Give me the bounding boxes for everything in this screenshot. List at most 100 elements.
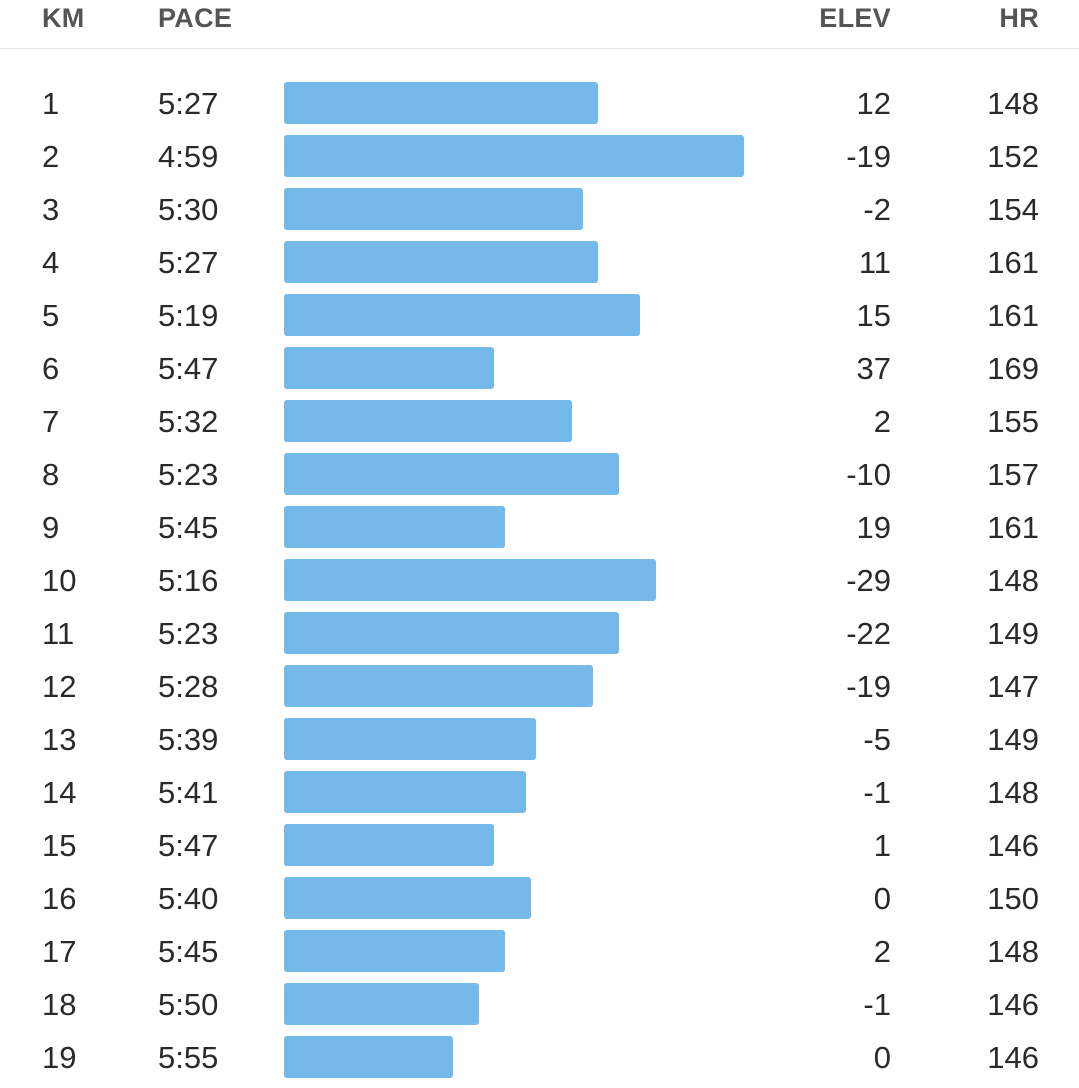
- header-km: KM: [42, 3, 85, 33]
- split-pace: 5:47: [158, 828, 219, 863]
- split-pace: 5:45: [158, 934, 219, 969]
- split-km: 1: [42, 86, 60, 121]
- pace-bar: [284, 1036, 453, 1078]
- pace-bar: [284, 771, 526, 813]
- splits-list: 1 5:27 12 148 2 4:59 -19 152 3 5:30 -2 154 4 5:27 11 16…: [0, 76, 1079, 1083]
- split-pace: 5:39: [158, 722, 219, 757]
- split-row: 19 5:55 0 146: [0, 1030, 1079, 1083]
- split-row: 14 5:41 -1 148: [0, 765, 1079, 818]
- split-pace: 5:19: [158, 298, 219, 333]
- split-km: 16: [42, 881, 77, 916]
- split-row: 8 5:23 -10 157: [0, 447, 1079, 500]
- split-row: 15 5:47 1 146: [0, 818, 1079, 871]
- split-pace: 5:16: [158, 563, 219, 598]
- split-km: 12: [42, 669, 77, 704]
- split-heart-rate: 146: [987, 1040, 1039, 1075]
- split-heart-rate: 148: [987, 775, 1039, 810]
- pace-bar: [284, 612, 620, 654]
- split-heart-rate: 161: [987, 510, 1039, 545]
- split-row: 5 5:19 15 161: [0, 288, 1079, 341]
- split-row: 2 4:59 -19 152: [0, 129, 1079, 182]
- pace-bar: [284, 347, 495, 389]
- split-km: 15: [42, 828, 77, 863]
- split-row: 6 5:47 37 169: [0, 341, 1079, 394]
- split-km: 9: [42, 510, 60, 545]
- header-pace: PACE: [158, 3, 233, 33]
- pace-bar: [284, 400, 573, 442]
- split-row: 17 5:45 2 148: [0, 924, 1079, 977]
- split-pace: 5:45: [158, 510, 219, 545]
- pace-bar: [284, 294, 640, 336]
- split-row: 4 5:27 11 161: [0, 235, 1079, 288]
- pace-bar: [284, 559, 656, 601]
- split-km: 10: [42, 563, 77, 598]
- split-elevation: 11: [858, 245, 891, 280]
- split-elevation: -19: [846, 139, 891, 174]
- split-row: 1 5:27 12 148: [0, 76, 1079, 129]
- split-elevation: -5: [863, 722, 891, 757]
- split-km: 6: [42, 351, 60, 386]
- split-row: 9 5:45 19 161: [0, 500, 1079, 553]
- split-km: 7: [42, 404, 60, 439]
- split-elevation: -19: [846, 669, 891, 704]
- split-heart-rate: 157: [987, 457, 1039, 492]
- split-elevation: 0: [873, 881, 891, 916]
- split-heart-rate: 149: [987, 722, 1039, 757]
- split-pace: 5:41: [158, 775, 219, 810]
- split-elevation: -29: [846, 563, 891, 598]
- split-heart-rate: 154: [987, 192, 1039, 227]
- split-heart-rate: 161: [987, 245, 1039, 280]
- split-km: 17: [42, 934, 77, 969]
- split-pace: 5:23: [158, 616, 219, 651]
- split-km: 13: [42, 722, 77, 757]
- pace-bar: [284, 188, 583, 230]
- split-row: 7 5:32 2 155: [0, 394, 1079, 447]
- split-row: 10 5:16 -29 148: [0, 553, 1079, 606]
- pace-bar: [284, 665, 594, 707]
- split-km: 11: [42, 616, 75, 651]
- split-elevation: -1: [863, 775, 891, 810]
- split-pace: 5:27: [158, 86, 219, 121]
- split-pace: 5:50: [158, 987, 219, 1022]
- split-heart-rate: 148: [987, 86, 1039, 121]
- split-heart-rate: 149: [987, 616, 1039, 651]
- split-pace: 5:30: [158, 192, 219, 227]
- split-heart-rate: 152: [987, 139, 1039, 174]
- split-row: 3 5:30 -2 154: [0, 182, 1079, 235]
- split-heart-rate: 150: [987, 881, 1039, 916]
- split-pace: 5:55: [158, 1040, 219, 1075]
- split-pace: 5:47: [158, 351, 219, 386]
- pace-bar: [284, 135, 744, 177]
- pace-bar: [284, 930, 505, 972]
- split-pace: 4:59: [158, 139, 219, 174]
- split-elevation: -1: [863, 987, 891, 1022]
- split-elevation: 2: [873, 404, 891, 439]
- split-heart-rate: 161: [987, 298, 1039, 333]
- split-elevation: -10: [846, 457, 891, 492]
- header-heart-rate: HR: [999, 3, 1039, 33]
- split-row: 13 5:39 -5 149: [0, 712, 1079, 765]
- pace-bar: [284, 82, 599, 124]
- split-heart-rate: 148: [987, 563, 1039, 598]
- split-elevation: -22: [846, 616, 891, 651]
- split-elevation: 2: [873, 934, 891, 969]
- pace-bar: [284, 453, 620, 495]
- split-elevation: 19: [856, 510, 891, 545]
- split-km: 2: [42, 139, 60, 174]
- split-km: 14: [42, 775, 77, 810]
- split-elevation: 0: [873, 1040, 891, 1075]
- pace-bar: [284, 506, 505, 548]
- split-elevation: 37: [856, 351, 891, 386]
- split-pace: 5:23: [158, 457, 219, 492]
- header-elevation: ELEV: [819, 3, 891, 33]
- pace-bar: [284, 824, 495, 866]
- split-km: 5: [42, 298, 60, 333]
- split-km: 4: [42, 245, 60, 280]
- split-heart-rate: 147: [987, 669, 1039, 704]
- split-heart-rate: 155: [987, 404, 1039, 439]
- split-row: 18 5:50 -1 146: [0, 977, 1079, 1030]
- split-km: 18: [42, 987, 77, 1022]
- split-heart-rate: 169: [987, 351, 1039, 386]
- split-pace: 5:32: [158, 404, 219, 439]
- pace-bar: [284, 877, 531, 919]
